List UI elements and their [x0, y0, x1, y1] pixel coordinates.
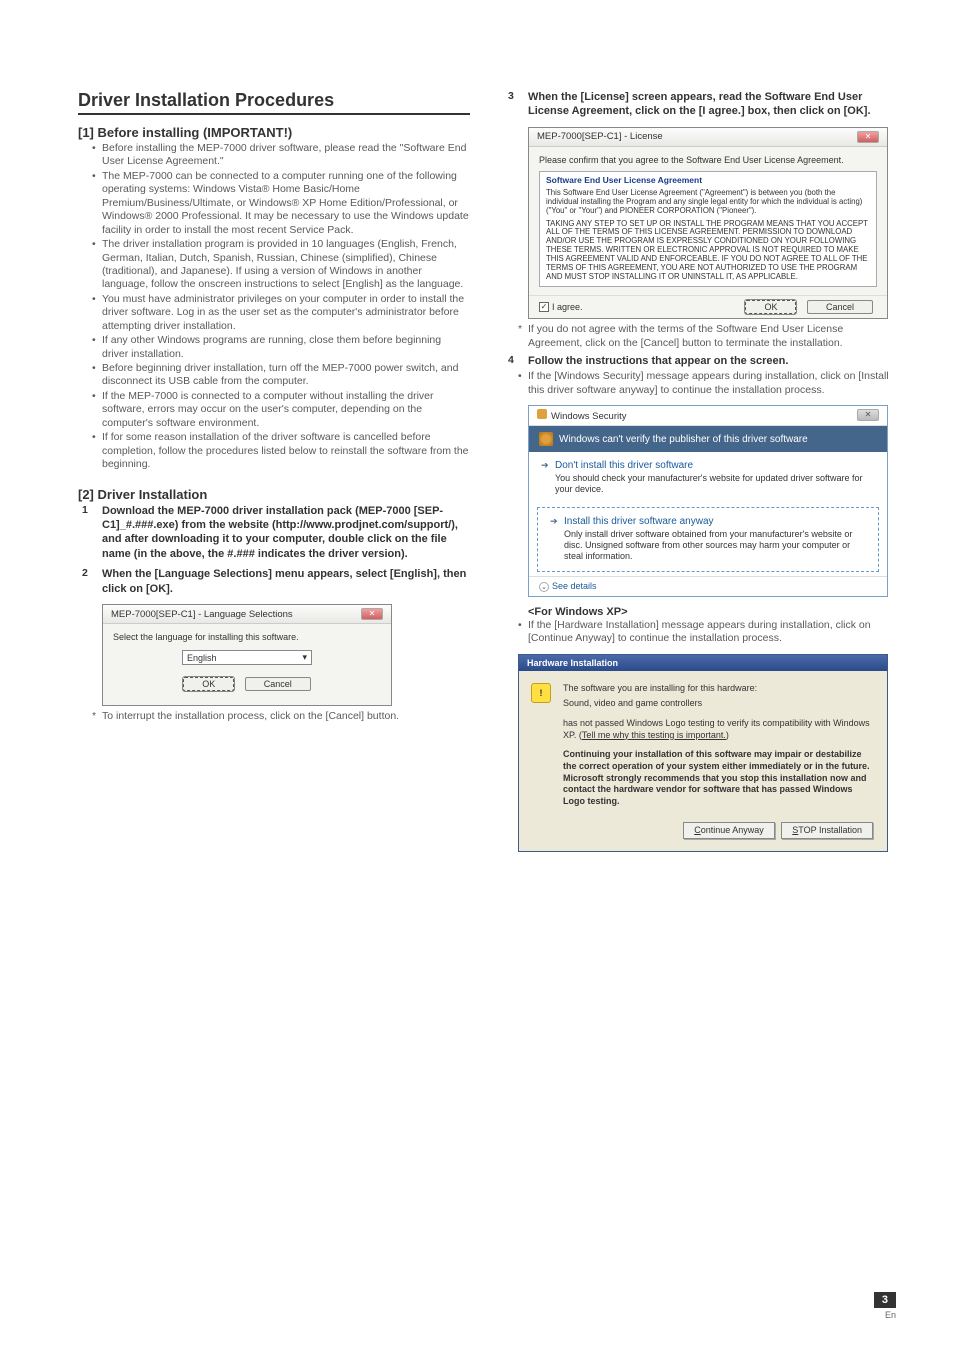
- ok-button[interactable]: OK: [183, 677, 234, 691]
- bullet-item: If for some reason installation of the d…: [102, 431, 470, 471]
- security-banner: Windows can't verify the publisher of th…: [529, 426, 887, 452]
- hardware-installation-dialog: Hardware Installation ! The software you…: [518, 654, 888, 853]
- dialog-prompt: Please confirm that you agree to the Sof…: [539, 155, 877, 165]
- dialog-prompt: Select the language for installing this …: [113, 632, 381, 642]
- step-4: 4 Follow the instructions that appear on…: [504, 354, 896, 397]
- hw-line3: has not passed Windows Logo testing to v…: [563, 718, 873, 741]
- continue-anyway-button[interactable]: Continue Anyway: [683, 822, 775, 840]
- dialog-title-text: Hardware Installation: [519, 655, 887, 671]
- windows-security-dialog: Windows Security ✕ Windows can't verify …: [528, 405, 888, 596]
- arrow-icon: ➔: [541, 460, 549, 471]
- shield-icon: [537, 409, 547, 419]
- hw-line1: The software you are installing for this…: [563, 683, 873, 695]
- ok-button[interactable]: OK: [745, 300, 796, 314]
- see-details-toggle[interactable]: ⌄See details: [529, 576, 887, 596]
- step-3: 3 When the [License] screen appears, rea…: [504, 90, 896, 119]
- stop-installation-button[interactable]: STOP Installation: [781, 822, 873, 840]
- step-2: 2 When the [Language Selections] menu ap…: [78, 567, 470, 596]
- shield-icon: [539, 432, 553, 446]
- license-dialog: MEP-7000[SEP-C1] - License ✕ Please conf…: [528, 127, 888, 319]
- bullet-item: Before installing the MEP-7000 driver so…: [102, 142, 470, 169]
- note-license-cancel: If you do not agree with the terms of th…: [504, 323, 896, 350]
- cancel-button[interactable]: Cancel: [245, 677, 311, 691]
- section1-heading: [1] Before installing (IMPORTANT!): [78, 125, 470, 140]
- dont-install-option[interactable]: ➔ Don't install this driver software You…: [529, 452, 887, 503]
- hw-line2: Sound, video and game controllers: [563, 698, 873, 710]
- chevron-down-icon: ⌄: [539, 582, 549, 592]
- xp-heading: <For Windows XP>: [528, 605, 896, 619]
- chevron-down-icon: ▾: [302, 652, 307, 663]
- logo-testing-link[interactable]: Tell me why this testing is important.: [582, 730, 726, 740]
- bullet-item: Before beginning driver installation, tu…: [102, 362, 470, 389]
- bullet-item: The MEP-7000 can be connected to a compu…: [102, 170, 470, 237]
- language-dialog: MEP-7000[SEP-C1] - Language Selections ✕…: [102, 604, 392, 706]
- hw-warning-bold: Continuing your installation of this sof…: [563, 749, 873, 807]
- note-cancel: To interrupt the installation process, c…: [78, 710, 470, 723]
- bullet-item: If the [Hardware Installation] message a…: [528, 619, 896, 646]
- close-icon[interactable]: ✕: [361, 608, 383, 620]
- close-icon[interactable]: ✕: [857, 131, 879, 143]
- bullet-item: If the [Windows Security] message appear…: [528, 370, 896, 397]
- install-anyway-option[interactable]: ➔ Install this driver software anyway On…: [537, 507, 879, 571]
- page-number: 3: [874, 1292, 896, 1308]
- license-text-pane: Software End User License Agreement This…: [539, 171, 877, 287]
- bullet-item: You must have administrator privileges o…: [102, 293, 470, 333]
- section2-heading: [2] Driver Installation: [78, 487, 470, 502]
- page-lang: En: [874, 1310, 896, 1320]
- agree-checkbox[interactable]: ✓ I agree.: [539, 302, 583, 312]
- language-select[interactable]: English ▾: [182, 650, 312, 665]
- bullet-item: If any other Windows programs are runnin…: [102, 334, 470, 361]
- cancel-button[interactable]: Cancel: [807, 300, 873, 314]
- main-heading: Driver Installation Procedures: [78, 90, 470, 115]
- before-install-list: Before installing the MEP-7000 driver so…: [78, 142, 470, 472]
- warning-icon: !: [531, 683, 551, 703]
- arrow-icon: ➔: [550, 516, 558, 527]
- dialog-title-text: MEP-7000[SEP-C1] - License: [537, 131, 663, 142]
- close-icon[interactable]: ✕: [857, 409, 879, 421]
- dialog-title-text: MEP-7000[SEP-C1] - Language Selections: [111, 609, 293, 620]
- step-1: 1 Download the MEP-7000 driver installat…: [78, 504, 470, 562]
- bullet-item: If the MEP-7000 is connected to a comput…: [102, 390, 470, 430]
- bullet-item: The driver installation program is provi…: [102, 238, 470, 292]
